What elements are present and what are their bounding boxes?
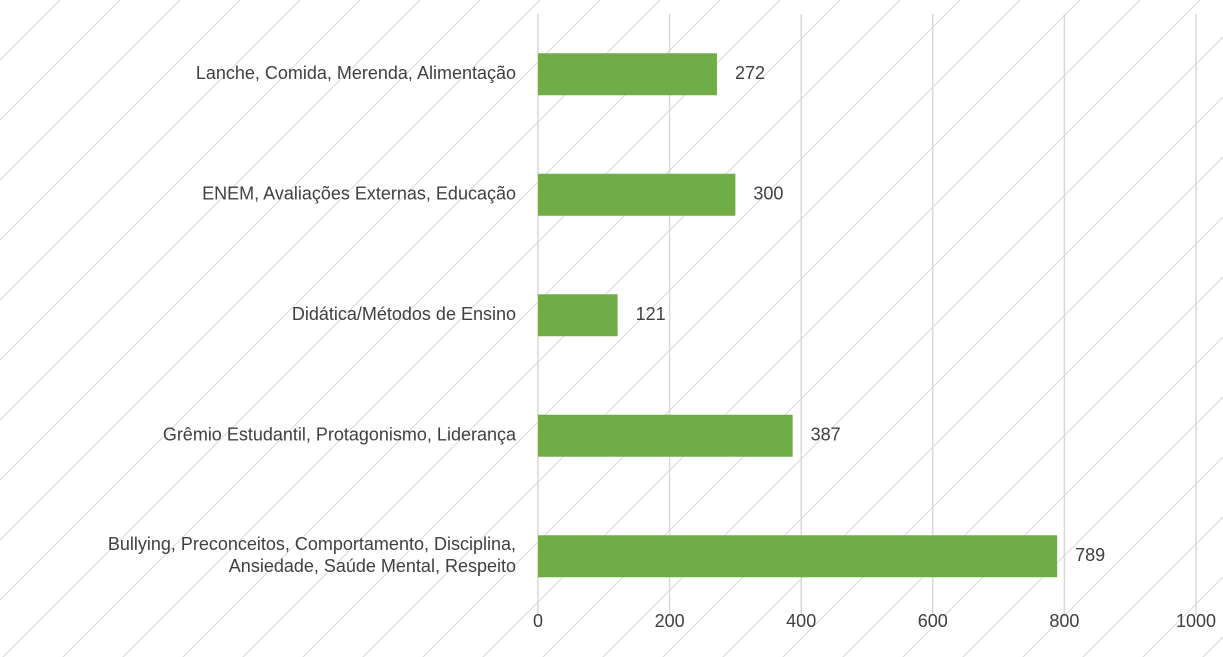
x-tick-label: 200 [655, 611, 685, 631]
bar [538, 535, 1058, 578]
y-tick-label: Bullying, Preconceitos, Comportamento, D… [108, 534, 516, 554]
y-tick-label: Didática/Métodos de Ensino [292, 304, 516, 324]
y-tick-label: Ansiedade, Saúde Mental, Respeito [229, 556, 516, 576]
x-tick-label: 0 [533, 611, 543, 631]
x-tick-label: 1000 [1176, 611, 1216, 631]
y-tick-label: Grêmio Estudantil, Protagonismo, Lideran… [163, 425, 517, 445]
x-tick-label: 400 [786, 611, 816, 631]
value-label: 272 [735, 63, 765, 83]
y-tick-label: ENEM, Avaliações Externas, Educação [202, 184, 516, 204]
value-label: 387 [811, 425, 841, 445]
bar [538, 414, 793, 457]
value-label: 121 [636, 304, 666, 324]
bar [538, 173, 736, 216]
value-label: 789 [1075, 545, 1105, 565]
y-tick-label: Lanche, Comida, Merenda, Alimentação [196, 63, 516, 83]
value-label: 300 [753, 184, 783, 204]
x-tick-label: 600 [918, 611, 948, 631]
bar [538, 53, 717, 96]
bar [538, 294, 618, 337]
x-tick-label: 800 [1049, 611, 1079, 631]
